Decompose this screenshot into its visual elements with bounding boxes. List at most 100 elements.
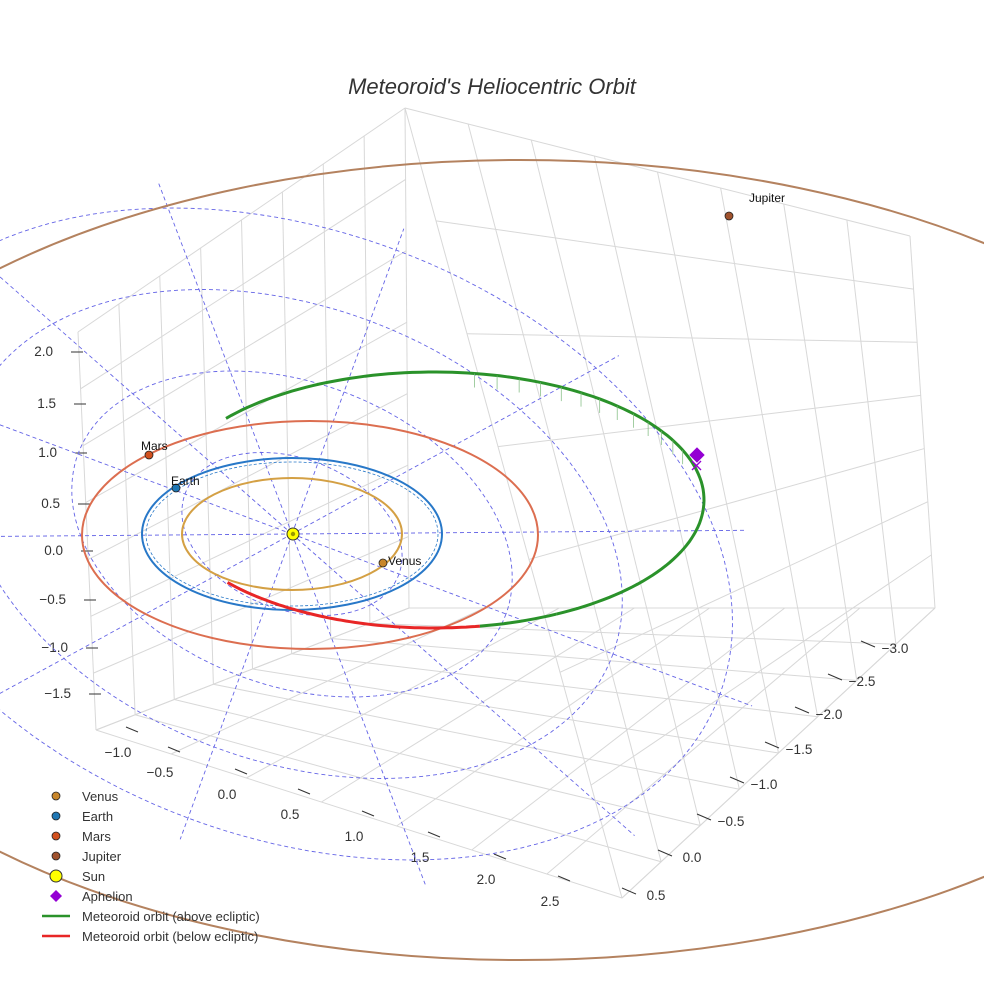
legend-marker xyxy=(51,791,61,801)
floor-grid-line xyxy=(174,699,701,826)
meteoroid-orbit-below xyxy=(226,581,481,630)
legend-item: Earth xyxy=(38,806,260,826)
wall-grid-line xyxy=(559,501,929,673)
wall-grid-line xyxy=(530,139,701,826)
ecliptic-radial xyxy=(0,533,293,694)
planet-jupiter xyxy=(724,211,734,221)
x-axis-tick-mark xyxy=(427,831,441,838)
floor-grid-line xyxy=(252,668,779,754)
wall-grid-line xyxy=(783,203,858,681)
x-axis-tick-label: 2.0 xyxy=(477,872,496,887)
legend-marker xyxy=(51,851,61,861)
y-axis-tick-mark xyxy=(729,776,745,784)
wall-grid-line xyxy=(720,187,819,717)
planet-mars xyxy=(144,450,154,460)
legend-marker xyxy=(49,869,63,883)
wall-grid-line xyxy=(497,394,921,448)
legend-swatch xyxy=(38,786,74,806)
floor-grid-line xyxy=(291,653,818,718)
ecliptic-radial xyxy=(291,228,405,535)
ecliptic-ring xyxy=(71,370,513,698)
x-axis-tick-label: 0.5 xyxy=(281,807,300,822)
legend-item: Meteoroid orbit (above ecliptic) xyxy=(38,906,260,926)
wall-grid-line xyxy=(467,123,662,862)
ecliptic-radial xyxy=(0,276,293,535)
orbit-jupiter xyxy=(0,159,984,961)
orbit-mars xyxy=(81,420,539,650)
y-axis-tick-mark xyxy=(696,813,712,821)
legend-marker xyxy=(51,831,61,841)
wall-grid-line xyxy=(590,554,932,786)
wall-grid-line xyxy=(80,179,406,390)
x-axis-tick-label: −1.0 xyxy=(105,745,132,760)
x-axis-tick-mark xyxy=(125,726,139,733)
y-axis-tick-mark xyxy=(860,640,876,648)
wall-grid-line xyxy=(90,464,409,617)
y-axis-tick-label: 0.5 xyxy=(647,888,666,903)
legend-swatch xyxy=(38,846,74,866)
planet-label-jupiter: Jupiter xyxy=(749,191,785,205)
ecliptic-radial xyxy=(179,533,293,840)
x-axis-tick-mark xyxy=(493,853,507,860)
wall-grid-line xyxy=(77,331,97,731)
planet-label-earth: Earth xyxy=(171,474,200,488)
grid-lines xyxy=(77,107,936,899)
wall-grid-line xyxy=(404,107,623,899)
y-axis-tick-label: 0.0 xyxy=(683,850,702,865)
meteoroid-orbit-above xyxy=(225,370,706,616)
wall-grid-line xyxy=(404,107,911,237)
wall-grid-line xyxy=(593,155,740,790)
wall-grid-line xyxy=(657,171,779,754)
meteoroid-orbit xyxy=(225,370,706,630)
wall-grid-line xyxy=(621,607,936,899)
legend-swatch xyxy=(38,926,74,946)
earth-orbit-trace xyxy=(145,461,439,607)
meteoroid-orbit-above xyxy=(479,612,557,628)
z-axis-tick-label: 2.0 xyxy=(34,344,53,359)
planet-venus xyxy=(378,558,388,568)
wall-grid-line xyxy=(93,536,409,674)
wall-grid-line xyxy=(435,220,914,290)
legend-marker xyxy=(50,890,62,902)
legend-item: Jupiter xyxy=(38,846,260,866)
legend-label: Earth xyxy=(82,808,114,824)
x-axis-tick-mark xyxy=(361,810,375,817)
wall-grid-line xyxy=(77,107,406,333)
legend-label: Aphelion xyxy=(82,888,133,904)
bodies: Venus Earth Mars Jupiter xyxy=(141,191,785,568)
wall-grid-line xyxy=(281,191,293,654)
x-axis-tick-mark xyxy=(557,875,571,882)
x-axis-tick-label: 0.0 xyxy=(218,787,237,802)
legend-item: Aphelion xyxy=(38,886,260,906)
legend-swatch xyxy=(38,826,74,846)
floor-grid-line xyxy=(95,729,623,899)
legend: Venus Earth Mars Jupiter Sun Aphelion Meteoroi… xyxy=(38,786,260,946)
ecliptic-grid xyxy=(0,183,753,885)
legend-swatch xyxy=(38,866,74,886)
y-axis-tick-mark xyxy=(827,673,843,681)
legend-label: Meteoroid orbit (below ecliptic) xyxy=(82,928,259,944)
x-axis-tick-label: 1.5 xyxy=(411,850,430,865)
y-axis-tick-label: −2.5 xyxy=(849,674,876,689)
floor-grid-line xyxy=(213,683,740,790)
legend-label: Mars xyxy=(82,828,111,844)
x-axis-tick-mark xyxy=(234,768,248,775)
wall-grid-line xyxy=(95,607,410,731)
wall-grid-line xyxy=(322,163,332,639)
chart-title: Meteoroid's Heliocentric Orbit xyxy=(348,74,636,99)
legend-item: Meteoroid orbit (below ecliptic) xyxy=(38,926,260,946)
floor-grid-line xyxy=(330,638,857,681)
z-axis-tick-label: 1.5 xyxy=(37,396,56,411)
z-axis-tick-label: 0.0 xyxy=(44,543,63,558)
ecliptic-radial xyxy=(291,355,620,535)
wall-grid-line xyxy=(466,333,918,343)
legend-swatch xyxy=(38,806,74,826)
legend-label: Sun xyxy=(82,868,106,884)
aphelion-marker xyxy=(689,447,705,463)
y-axis-tick-mark xyxy=(621,887,637,895)
wall-grid-line xyxy=(846,219,897,645)
x-axis-tick-label: 1.0 xyxy=(345,829,364,844)
z-axis-tick-label: 0.5 xyxy=(41,496,60,511)
z-axis-tick-label: 1.0 xyxy=(38,445,57,460)
